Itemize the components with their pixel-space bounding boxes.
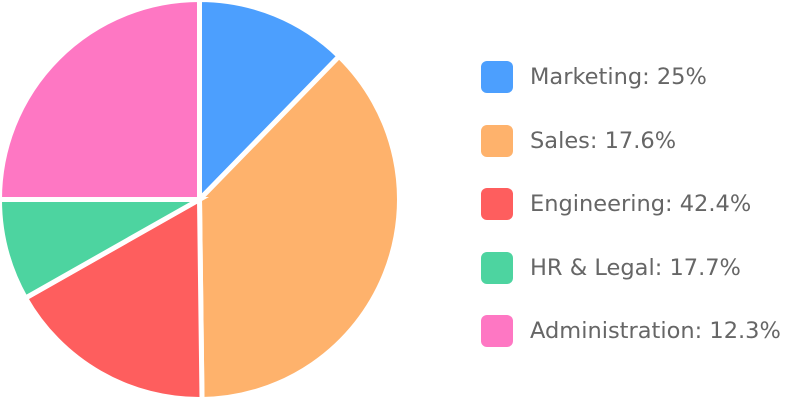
legend-label: HR & Legal: 17.7%: [530, 254, 741, 281]
legend-item-administration: Administration: 12.3%: [481, 315, 790, 347]
pie-slice-hr-legal: [0, 197, 209, 302]
pie-slice-administration: [0, 0, 202, 202]
pie-slice-engineering: [22, 195, 205, 400]
legend-label: Marketing: 25%: [530, 64, 707, 90]
legend-item-engineering: Engineering: 42.4%: [481, 188, 790, 220]
pie-slice-marketing: [197, 0, 343, 206]
legend: Marketing: 25% Sales: 17.6% Engineering: 4…: [481, 61, 790, 379]
pie-chart: [0, 0, 402, 400]
legend-swatch: [481, 188, 513, 220]
legend-item-sales: Sales: 17.6%: [481, 124, 790, 157]
legend-item-hr-legal: HR & Legal: 17.7%: [481, 251, 790, 284]
legend-swatch: [481, 251, 513, 284]
legend-swatch: [481, 61, 513, 93]
legend-label: Engineering: 42.4%: [530, 191, 752, 217]
legend-label: Sales: 17.6%: [530, 127, 677, 154]
legend-swatch: [481, 315, 513, 347]
legend-item-marketing: Marketing: 25%: [481, 61, 790, 93]
pie-slice-sales: [196, 52, 402, 400]
legend-swatch: [481, 124, 513, 157]
legend-label: Administration: 12.3%: [530, 318, 781, 344]
